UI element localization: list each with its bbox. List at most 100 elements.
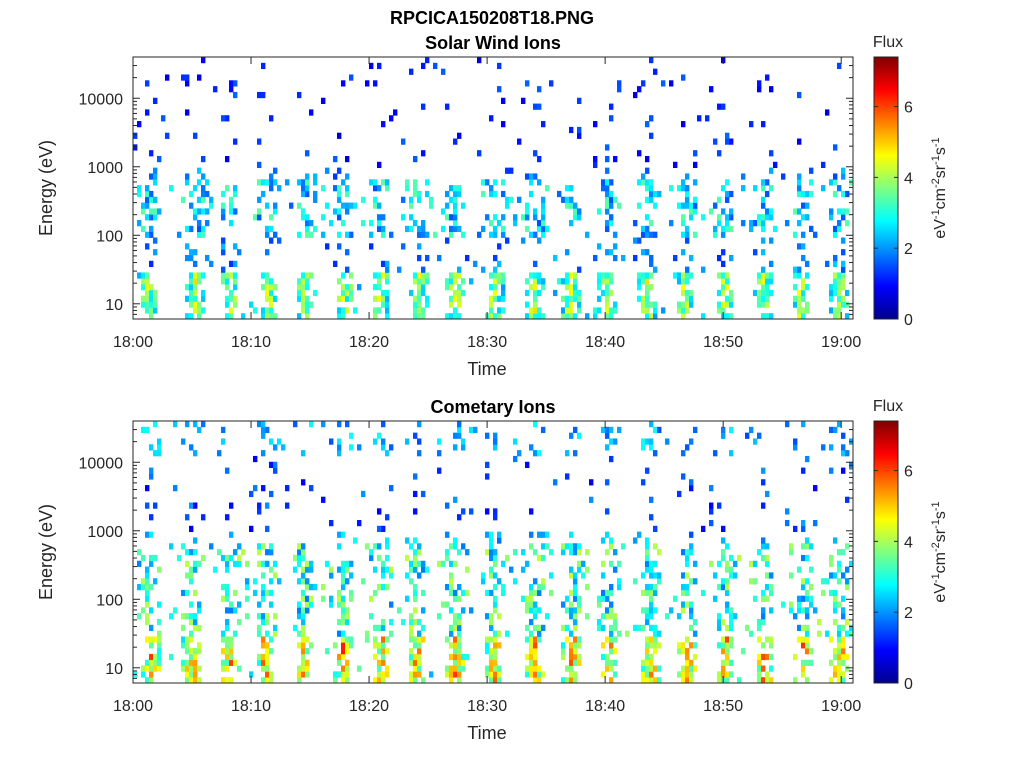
flux-pixel xyxy=(401,243,406,250)
flux-pixel xyxy=(153,295,158,302)
flux-pixel xyxy=(205,179,210,186)
flux-pixel xyxy=(761,537,766,544)
flux-pixel xyxy=(229,636,234,643)
flux-pixel xyxy=(721,103,726,110)
flux-pixel xyxy=(765,295,770,302)
flux-pixel xyxy=(269,589,274,597)
flux-pixel xyxy=(749,426,754,434)
flux-pixel xyxy=(225,624,230,631)
flux-pixel xyxy=(445,190,450,198)
flux-pixel xyxy=(805,578,810,585)
flux-pixel xyxy=(421,490,426,498)
flux-pixel xyxy=(297,278,302,285)
flux-pixel xyxy=(269,225,274,233)
flux-pixel xyxy=(233,630,238,637)
flux-pixel xyxy=(501,295,506,302)
flux-pixel xyxy=(833,618,838,626)
flux-pixel xyxy=(501,97,506,104)
flux-pixel xyxy=(681,179,686,186)
flux-pixel xyxy=(837,284,842,291)
flux-pixel xyxy=(717,613,722,620)
flux-pixel xyxy=(573,648,578,655)
flux-pixel xyxy=(713,202,718,209)
flux-pixel xyxy=(381,624,386,631)
flux-pixel xyxy=(265,295,270,302)
flux-pixel xyxy=(381,572,386,579)
flux-pixel xyxy=(145,301,150,308)
flux-pixel xyxy=(261,421,266,428)
flux-pixel xyxy=(145,589,150,597)
flux-pixel xyxy=(141,607,146,614)
flux-pixel xyxy=(525,202,530,209)
flux-pixel xyxy=(257,138,262,145)
y-tick-label: 10000 xyxy=(79,455,124,472)
flux-pixel xyxy=(801,525,806,533)
flux-pixel xyxy=(409,636,414,643)
flux-pixel xyxy=(405,179,410,186)
flux-pixel xyxy=(153,249,158,256)
flux-pixel xyxy=(361,220,366,227)
flux-pixel xyxy=(301,642,306,649)
flux-pixel xyxy=(437,613,442,620)
flux-pixel xyxy=(521,595,526,602)
flux-pixel xyxy=(273,231,278,238)
flux-pixel xyxy=(617,202,622,209)
flux-pixel xyxy=(453,272,458,279)
flux-pixel xyxy=(685,671,690,678)
flux-pixel xyxy=(721,525,726,533)
flux-pixel xyxy=(257,560,262,567)
flux-pixel xyxy=(377,161,382,169)
flux-pixel xyxy=(725,214,730,221)
flux-pixel xyxy=(573,549,578,556)
flux-pixel xyxy=(137,220,142,227)
flux-pixel xyxy=(529,601,534,608)
flux-pixel xyxy=(649,671,654,678)
flux-pixel xyxy=(757,677,762,684)
flux-pixel xyxy=(417,648,422,655)
y-axis-label: Energy (eV) xyxy=(36,504,56,600)
flux-pixel xyxy=(269,677,274,684)
flux-pixel xyxy=(489,115,494,122)
flux-pixel xyxy=(449,589,454,597)
flux-pixel xyxy=(465,653,470,661)
flux-pixel xyxy=(725,295,730,302)
flux-pixel xyxy=(609,196,614,203)
flux-pixel xyxy=(485,642,490,649)
flux-pixel xyxy=(301,284,306,291)
flux-pixel xyxy=(193,613,198,620)
colorbar-tick-label: 0 xyxy=(904,312,913,329)
flux-pixel xyxy=(409,202,414,209)
flux-pixel xyxy=(325,648,330,655)
y-tick-label: 1000 xyxy=(87,160,123,177)
flux-pixel xyxy=(797,243,802,250)
flux-pixel xyxy=(613,438,618,445)
flux-pixel xyxy=(261,179,266,186)
flux-pixel xyxy=(845,289,850,297)
flux-pixel xyxy=(717,560,722,567)
flux-pixel xyxy=(493,190,498,198)
flux-pixel xyxy=(341,642,346,649)
flux-pixel xyxy=(833,272,838,279)
flux-pixel xyxy=(409,543,414,550)
flux-pixel xyxy=(681,278,686,285)
flux-pixel xyxy=(377,554,382,562)
flux-pixel xyxy=(273,613,278,620)
flux-pixel xyxy=(725,220,730,227)
flux-pixel xyxy=(533,450,538,457)
flux-pixel xyxy=(421,307,426,314)
flux-pixel xyxy=(417,225,422,233)
flux-pixel xyxy=(577,432,582,439)
flux-pixel xyxy=(533,578,538,585)
flux-pixel xyxy=(677,185,682,192)
flux-pixel xyxy=(605,289,610,297)
flux-pixel xyxy=(805,190,810,198)
flux-pixel xyxy=(569,220,574,227)
flux-pixel xyxy=(273,179,278,186)
flux-pixel xyxy=(489,231,494,238)
flux-pixel xyxy=(205,190,210,198)
colorbar-units: eV-1cm-2sr-1s-1 xyxy=(930,501,949,602)
flux-pixel xyxy=(497,272,502,279)
flux-pixel xyxy=(757,671,762,678)
flux-pixel xyxy=(257,214,262,221)
flux-pixel xyxy=(529,659,534,666)
